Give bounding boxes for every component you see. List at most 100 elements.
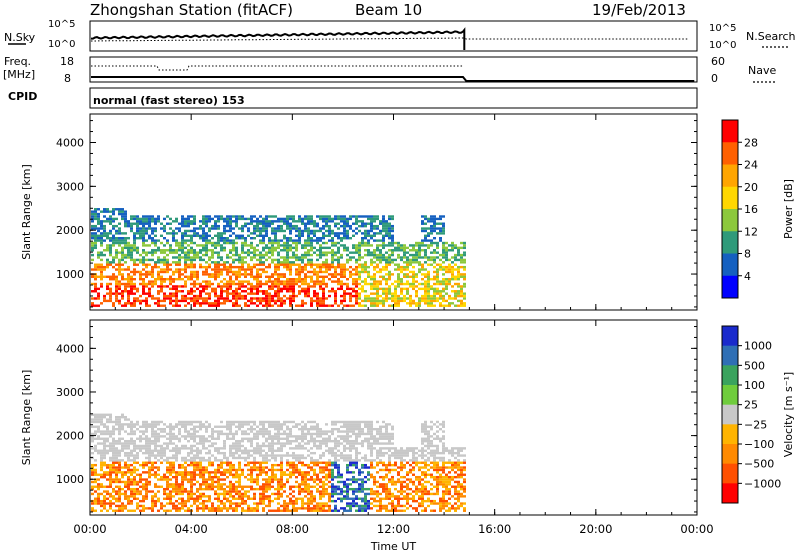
range-time-cell	[373, 268, 376, 271]
range-time-cell	[274, 273, 277, 276]
range-time-cell	[388, 292, 391, 295]
range-time-cell	[94, 497, 97, 500]
range-time-cell	[130, 449, 133, 452]
range-time-cell	[229, 280, 232, 283]
range-time-cell	[94, 210, 97, 213]
range-time-cell	[208, 507, 211, 510]
range-time-cell	[403, 268, 406, 271]
range-time-cell	[334, 459, 337, 462]
range-time-cell	[277, 432, 280, 436]
range-time-cell	[133, 285, 136, 288]
range-time-cell	[427, 263, 430, 266]
range-time-cell	[124, 236, 127, 240]
range-time-cell	[427, 285, 430, 288]
range-time-cell	[199, 497, 202, 500]
range-time-cell	[229, 502, 232, 505]
range-time-cell	[190, 471, 193, 474]
range-time-cell	[328, 447, 331, 450]
range-time-cell	[118, 499, 121, 503]
range-time-cell	[319, 215, 322, 218]
range-time-cell	[190, 222, 193, 225]
range-time-cell	[235, 275, 238, 278]
range-time-cell	[217, 215, 220, 218]
range-time-cell	[262, 256, 265, 259]
range-time-cell	[310, 236, 313, 240]
range-time-cell	[187, 265, 190, 269]
range-time-cell	[127, 423, 130, 426]
range-time-cell	[358, 244, 361, 247]
range-time-cell	[310, 258, 313, 262]
range-time-cell	[265, 275, 268, 278]
range-time-cell	[259, 423, 262, 426]
range-time-cell	[115, 473, 118, 476]
range-time-cell	[154, 280, 157, 283]
range-time-cell	[238, 275, 241, 278]
range-time-cell	[430, 244, 433, 247]
range-time-cell	[370, 234, 373, 237]
range-time-cell	[154, 449, 157, 452]
range-time-cell	[283, 507, 286, 510]
range-time-cell	[205, 483, 208, 486]
range-time-cell	[286, 454, 289, 457]
range-time-cell	[316, 504, 319, 508]
range-time-cell	[157, 217, 160, 221]
range-time-cell	[295, 466, 298, 469]
range-time-cell	[187, 432, 190, 436]
range-time-cell	[355, 227, 358, 230]
range-time-cell	[241, 258, 244, 262]
range-time-cell	[307, 492, 310, 496]
range-time-cell	[298, 275, 301, 278]
range-time-cell	[283, 454, 286, 457]
range-time-cell	[265, 432, 268, 436]
range-time-cell	[190, 273, 193, 276]
range-time-cell	[337, 265, 340, 269]
range-time-cell	[274, 463, 277, 467]
range-time-cell	[415, 290, 418, 293]
range-time-cell	[334, 466, 337, 469]
y-axis-label: Slant Range [km]	[20, 164, 33, 260]
range-time-cell	[277, 297, 280, 300]
range-time-cell	[334, 487, 337, 491]
range-time-cell	[355, 277, 358, 281]
range-time-cell	[202, 495, 205, 498]
range-time-cell	[439, 265, 442, 269]
range-time-cell	[241, 227, 244, 230]
range-time-cell	[241, 420, 244, 424]
range-time-cell	[322, 502, 325, 505]
range-time-cell	[118, 229, 121, 233]
range-time-cell	[178, 497, 181, 500]
range-time-cell	[256, 432, 259, 436]
range-time-cell	[331, 495, 334, 498]
range-time-cell	[262, 456, 265, 460]
range-time-cell	[112, 468, 115, 472]
range-time-cell	[304, 425, 307, 428]
range-time-cell	[91, 432, 94, 436]
range-time-cell	[367, 297, 370, 300]
range-time-cell	[211, 478, 214, 481]
range-time-cell	[220, 473, 223, 476]
range-time-cell	[280, 454, 283, 457]
range-time-cell	[115, 232, 118, 235]
range-time-cell	[175, 437, 178, 440]
range-time-cell	[226, 423, 229, 426]
range-time-cell	[151, 466, 154, 469]
range-time-cell	[109, 475, 112, 479]
range-time-cell	[181, 456, 184, 460]
range-time-cell	[460, 265, 463, 269]
range-time-cell	[448, 263, 451, 266]
range-time-cell	[160, 234, 163, 237]
range-time-cell	[157, 451, 160, 455]
range-time-cell	[163, 270, 166, 274]
range-time-cell	[304, 302, 307, 305]
range-time-cell	[154, 499, 157, 503]
range-time-cell	[115, 268, 118, 271]
range-time-cell	[148, 290, 151, 293]
range-time-cell	[289, 509, 292, 512]
range-time-cell	[202, 287, 205, 291]
range-time-cell	[148, 224, 151, 228]
nsky-label: N.Sky	[4, 31, 36, 44]
range-time-cell	[325, 463, 328, 467]
range-time-cell	[235, 220, 238, 223]
range-time-cell	[319, 256, 322, 259]
range-time-cell	[268, 220, 271, 223]
